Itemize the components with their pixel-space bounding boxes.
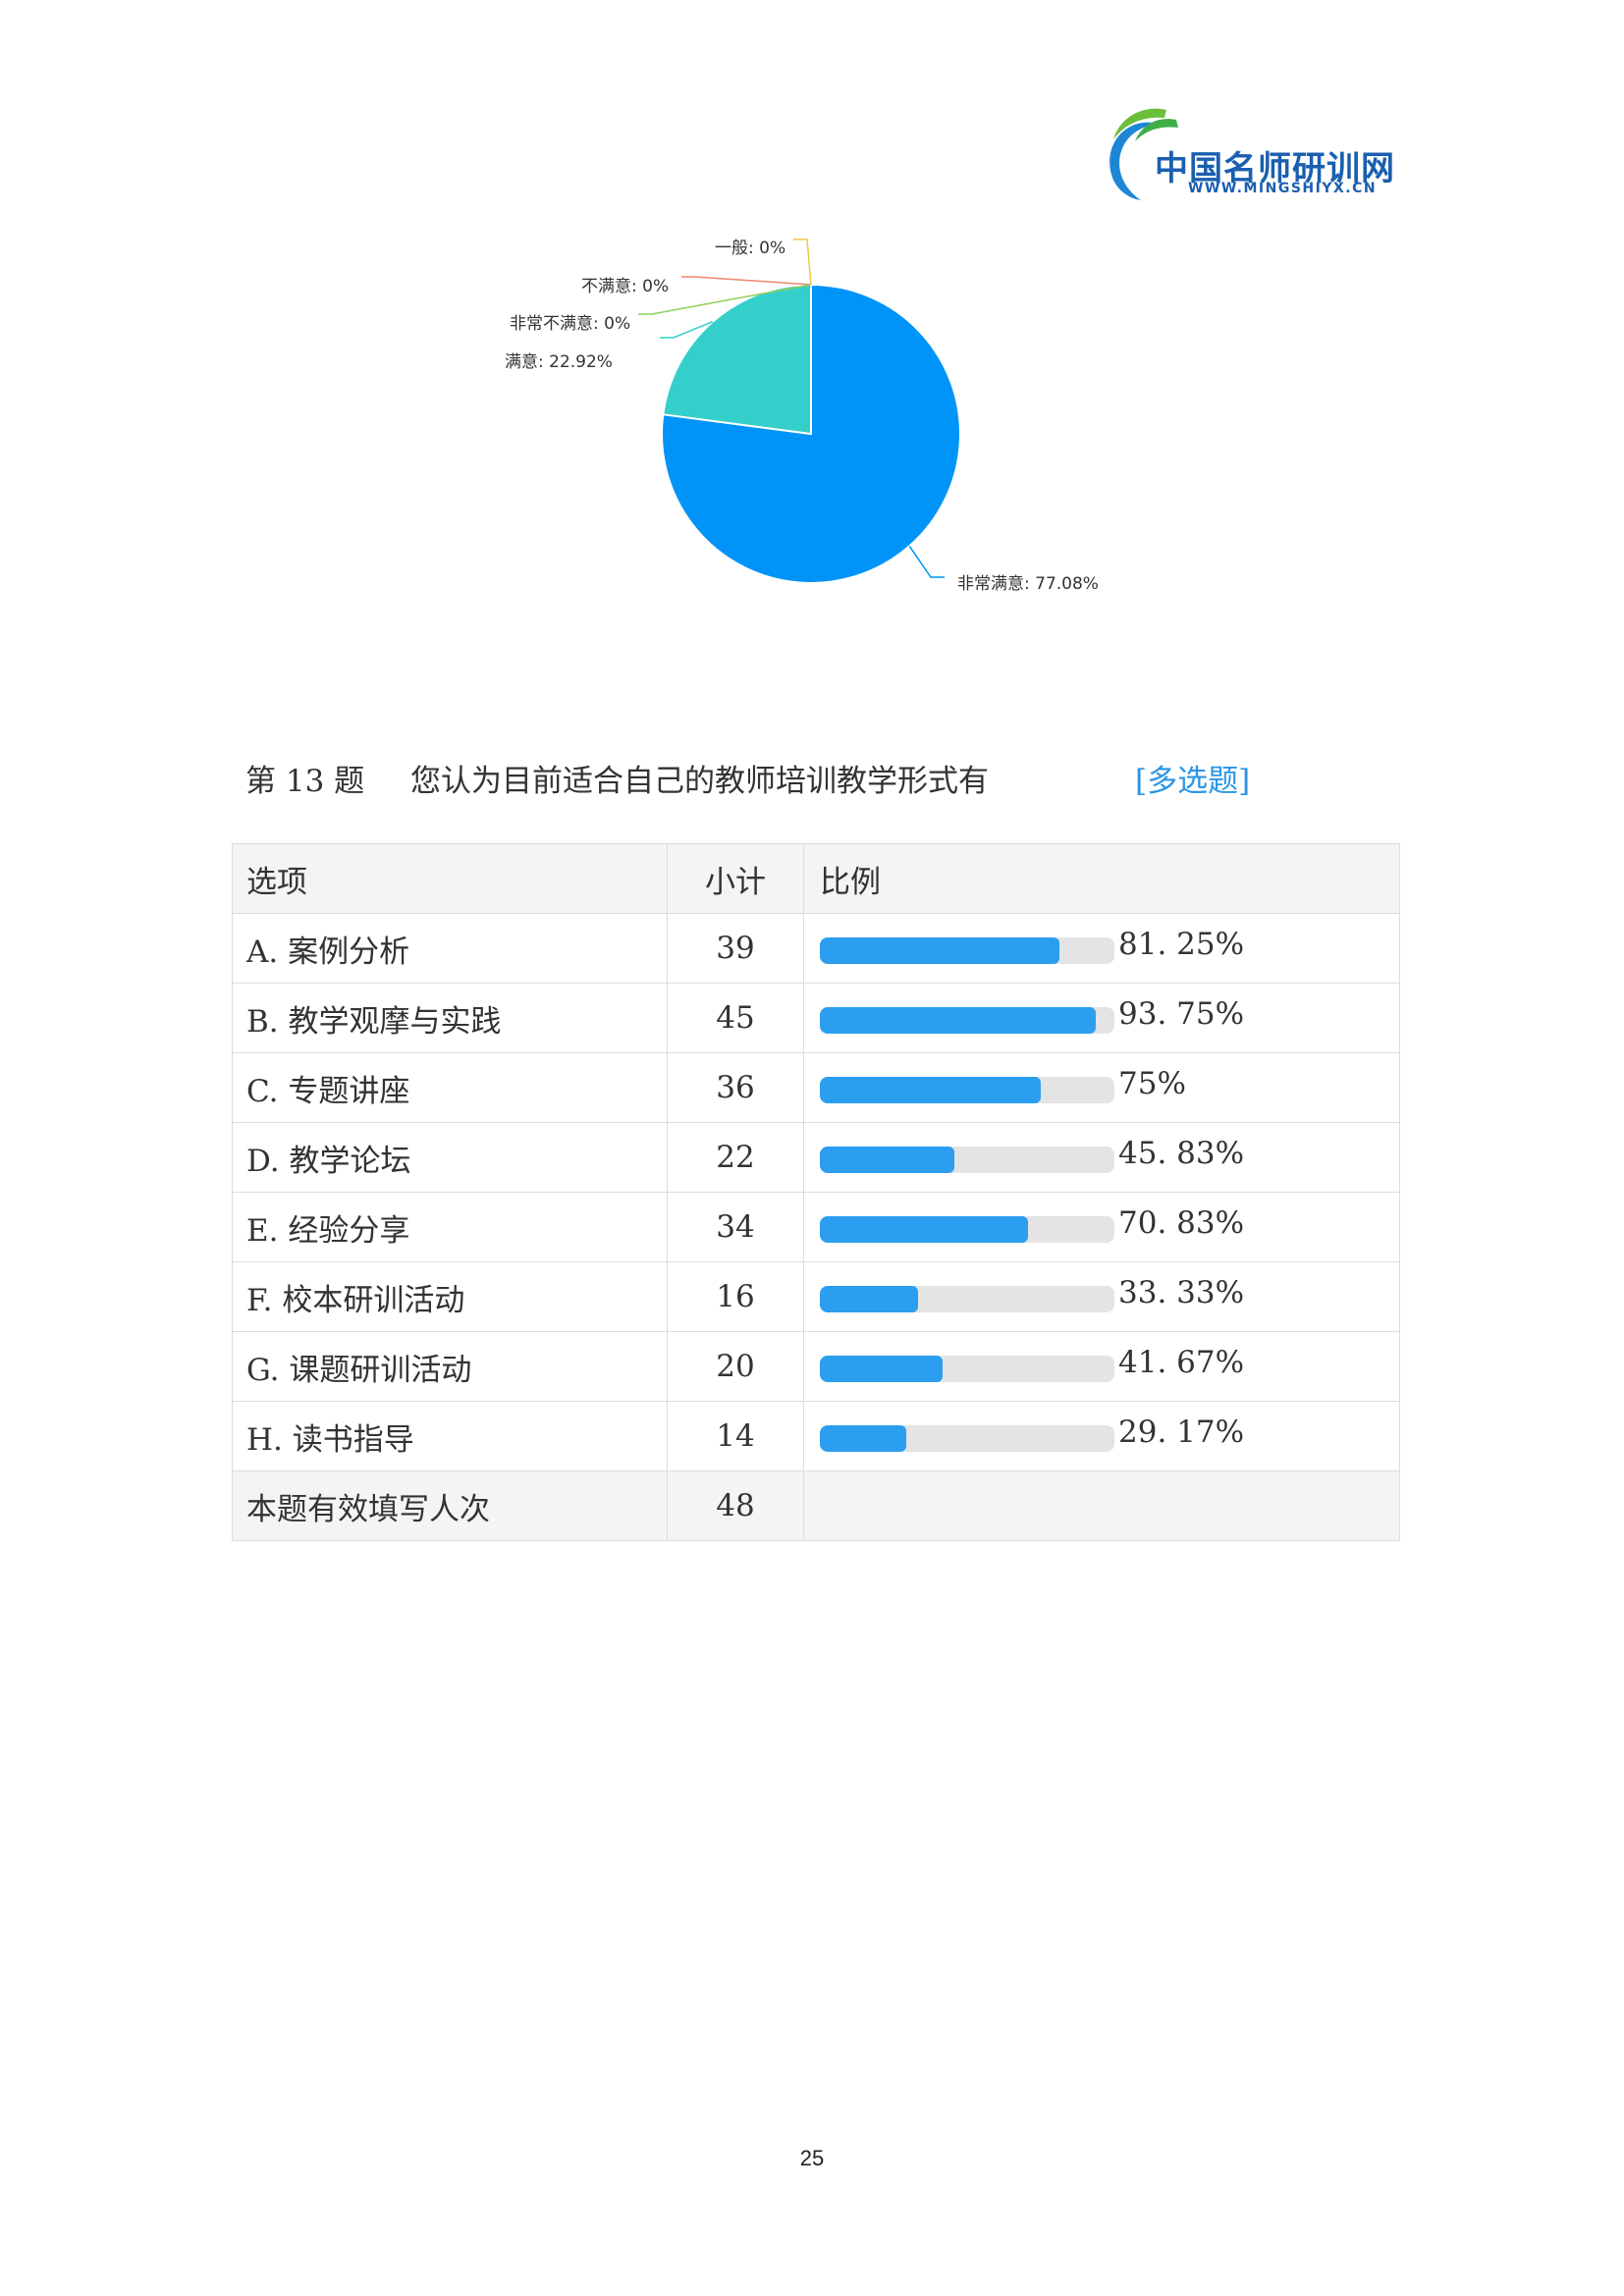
percent-bar-fill xyxy=(820,1216,1029,1243)
pie-label-leader-3 xyxy=(681,276,812,286)
table-row: D. 教学论坛 22 45. 83% xyxy=(232,1122,1400,1193)
pie-label-leader-2 xyxy=(793,239,812,286)
table-row: G. 课题研训活动 20 41. 67% xyxy=(232,1331,1400,1402)
option-label: D. 教学论坛 xyxy=(232,1122,668,1193)
percent-label: 45. 83% xyxy=(1118,1136,1245,1171)
percent-label: 93. 75% xyxy=(1118,996,1245,1032)
percent-label: 75% xyxy=(1118,1066,1186,1101)
percent-bar-track xyxy=(820,1425,1114,1452)
option-percent-cell: 29. 17% xyxy=(803,1401,1400,1471)
table-row: A. 案例分析 39 81. 25% xyxy=(232,913,1400,984)
option-count: 16 xyxy=(667,1261,804,1332)
option-count: 36 xyxy=(667,1052,804,1123)
table-total-row: 本题有效填写人次 48 xyxy=(232,1470,1400,1541)
option-count: 14 xyxy=(667,1401,804,1471)
pie-label-4: 非常不满意: 0% xyxy=(510,314,630,334)
option-percent-cell: 93. 75% xyxy=(803,983,1400,1053)
logo-url: WWW.MINGSHIYX.CN xyxy=(1188,181,1378,196)
percent-bar-fill xyxy=(820,1286,918,1312)
option-count: 39 xyxy=(667,913,804,984)
total-label: 本题有效填写人次 xyxy=(232,1470,668,1541)
header-count: 小计 xyxy=(667,843,804,914)
option-label: A. 案例分析 xyxy=(232,913,668,984)
option-percent-cell: 33. 33% xyxy=(803,1261,1400,1332)
option-label: B. 教学观摩与实践 xyxy=(232,983,668,1053)
percent-bar-fill xyxy=(820,1007,1097,1034)
pie-slice-1 xyxy=(662,283,812,436)
percent-bar-track xyxy=(820,1077,1114,1103)
percent-bar-fill xyxy=(820,937,1059,964)
option-percent-cell: 45. 83% xyxy=(803,1122,1400,1193)
percent-bar-fill xyxy=(820,1147,955,1173)
percent-bar-fill xyxy=(820,1425,906,1452)
question-type-tag: [多选题] xyxy=(1135,764,1251,799)
option-label: E. 经验分享 xyxy=(232,1192,668,1262)
pie-slice-0 xyxy=(661,283,961,584)
percent-bar-track xyxy=(820,1147,1114,1173)
table-row: E. 经验分享 34 70. 83% xyxy=(232,1192,1400,1262)
pie-label-2: 一般: 0% xyxy=(715,239,785,258)
pie-label-leader-4 xyxy=(638,284,812,315)
percent-label: 29. 17% xyxy=(1118,1415,1245,1450)
option-count: 34 xyxy=(667,1192,804,1262)
results-table: 选项 小计 比例 A. 案例分析 39 81. 25% B. 教学观摩与实践 45 93.… xyxy=(232,843,1400,1541)
option-label: C. 专题讲座 xyxy=(232,1052,668,1123)
table-row: B. 教学观摩与实践 45 93. 75% xyxy=(232,983,1400,1053)
percent-bar-track xyxy=(820,1216,1114,1243)
header-option: 选项 xyxy=(232,843,668,914)
logo-chinese-name: 中国名师研训网 xyxy=(1155,149,1395,188)
question-number: 第 13 题 xyxy=(245,764,365,799)
percent-bar-track xyxy=(820,1356,1114,1382)
pie-label-leader-1 xyxy=(660,321,714,339)
header-percent: 比例 xyxy=(803,843,1400,914)
total-count: 48 xyxy=(667,1470,804,1541)
option-percent-cell: 81. 25% xyxy=(803,913,1400,984)
pie-label-leader-0 xyxy=(908,545,945,578)
percent-label: 41. 67% xyxy=(1118,1345,1245,1380)
table-header-row: 选项 小计 比例 xyxy=(232,843,1400,914)
page-number: 25 xyxy=(799,2146,825,2170)
total-empty-cell xyxy=(803,1470,1400,1541)
percent-bar-track xyxy=(820,1007,1114,1034)
table-row: F. 校本研训活动 16 33. 33% xyxy=(232,1261,1400,1332)
table-row: C. 专题讲座 36 75% xyxy=(232,1052,1400,1123)
question-text: 您认为目前适合自己的教师培训教学形式有 xyxy=(410,764,989,799)
question-heading: 第 13 题 您认为目前适合自己的教师培训教学形式有 [多选题] xyxy=(245,756,1375,805)
percent-bar-track xyxy=(820,937,1114,964)
percent-bar-fill xyxy=(820,1077,1041,1103)
logo-swoosh-icon xyxy=(1110,108,1178,200)
option-label: G. 课题研训活动 xyxy=(232,1331,668,1402)
table-row: H. 读书指导 14 29. 17% xyxy=(232,1401,1400,1471)
site-logo: 中国名师研训网 WWW.MINGSHIYX.CN xyxy=(1098,104,1404,202)
option-label: F. 校本研训活动 xyxy=(232,1261,668,1332)
percent-bar-track xyxy=(820,1286,1114,1312)
satisfaction-pie-chart: 非常满意: 77.08% 满意: 22.92% 一般: 0% 不满意: 0% 非常不满意… xyxy=(505,239,1099,594)
option-count: 20 xyxy=(667,1331,804,1402)
percent-label: 33. 33% xyxy=(1118,1275,1245,1310)
pie-label-0: 非常满意: 77.08% xyxy=(957,574,1099,594)
option-percent-cell: 41. 67% xyxy=(803,1331,1400,1402)
option-count: 22 xyxy=(667,1122,804,1193)
percent-bar-fill xyxy=(820,1356,943,1382)
option-percent-cell: 70. 83% xyxy=(803,1192,1400,1262)
percent-label: 81. 25% xyxy=(1118,927,1245,962)
percent-label: 70. 83% xyxy=(1118,1205,1245,1241)
option-count: 45 xyxy=(667,983,804,1053)
option-label: H. 读书指导 xyxy=(232,1401,668,1471)
pie-label-3: 不满意: 0% xyxy=(581,277,669,296)
pie-label-1: 满意: 22.92% xyxy=(505,352,613,372)
option-percent-cell: 75% xyxy=(803,1052,1400,1123)
